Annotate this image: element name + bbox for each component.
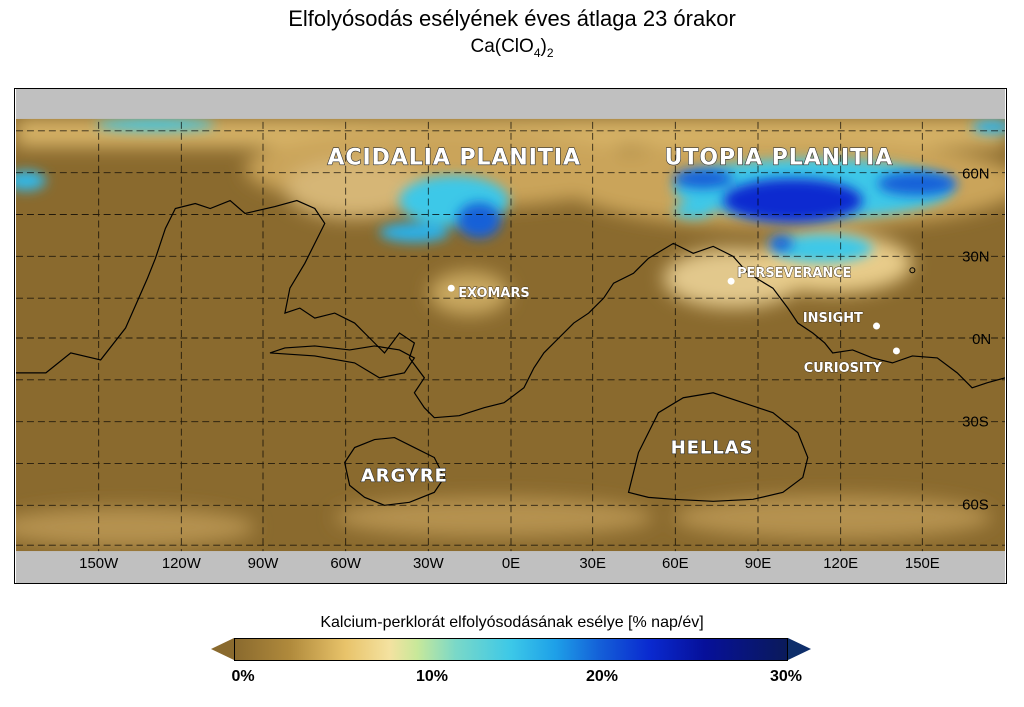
lon-label-30w: 30W	[413, 555, 445, 572]
colorbar-tick-30: 30%	[769, 668, 803, 685]
colorbar-tick-20: 20%	[585, 668, 619, 685]
argyre-outline	[344, 436, 445, 506]
lat-label-0n: 0N	[972, 331, 991, 348]
colorbar-tick-0: 0%	[231, 668, 255, 685]
lon-label-60w: 60W	[330, 555, 362, 572]
hellas-outline	[627, 392, 809, 502]
lon-label-120w: 120W	[162, 555, 202, 572]
site-label-exomars: EXOMARS	[458, 286, 530, 301]
lon-label-150w: 150W	[79, 555, 119, 572]
site-label-curiosity: CURIOSITY	[804, 361, 883, 376]
site-marker-curiosity	[892, 347, 900, 355]
lon-label-90e: 90E	[745, 555, 772, 572]
colorbar	[234, 638, 788, 661]
mars-map: ACIDALIA PLANITIA UTOPIA PLANITIA ARGYRE…	[14, 88, 1007, 584]
lon-label-30e: 30E	[579, 555, 606, 572]
subtitle-base: Ca(ClO	[470, 36, 534, 57]
lat-label-60n: 60N	[962, 166, 989, 183]
liquefaction-field	[16, 118, 1005, 552]
grid-lines	[16, 118, 1005, 552]
lon-label-150e: 150E	[905, 555, 940, 572]
colorbar-extend-high	[788, 638, 811, 660]
subtitle-sub-1: 4	[533, 45, 541, 60]
subtitle-close: )	[540, 36, 547, 57]
colorbar-extend-low	[211, 638, 234, 660]
lon-label-120e: 120E	[823, 555, 858, 572]
lat-label-30s: 30S	[962, 414, 989, 431]
lat-label-60s: 60S	[962, 496, 989, 513]
lon-label-60e: 60E	[662, 555, 689, 572]
region-label-argyre: ARGYRE	[361, 465, 448, 486]
mars-map-svg: ACIDALIA PLANITIA UTOPIA PLANITIA ARGYRE…	[16, 89, 1005, 583]
site-marker-exomars	[447, 284, 455, 292]
peninsula-outline	[269, 345, 416, 379]
region-label-acidalia: ACIDALIA PLANITIA	[328, 146, 581, 171]
map-title: Elfolyósodás esélyének éves átlaga 23 ór…	[288, 6, 736, 31]
dichotomy-outline	[16, 199, 1005, 419]
subtitle-sub-2: 2	[546, 45, 554, 60]
site-label-perseverance: PERSEVERANCE	[737, 266, 851, 281]
lon-label-0e: 0E	[502, 555, 520, 572]
small-crater-outline	[909, 267, 916, 274]
region-label-utopia: UTOPIA PLANITIA	[665, 146, 894, 171]
region-label-hellas: HELLAS	[671, 438, 754, 459]
lat-label-30n: 30N	[962, 248, 989, 265]
site-label-insight: INSIGHT	[803, 311, 863, 326]
lon-labels: 150W 120W 90W 60W 30W 0E 30E 60E 90E 120…	[79, 555, 940, 572]
site-marker-perseverance	[727, 277, 735, 285]
site-marker-insight	[873, 322, 881, 330]
colorbar-tick-10: 10%	[415, 668, 449, 685]
map-subtitle: Ca(ClO4)2	[0, 36, 1024, 60]
lon-label-90w: 90W	[248, 555, 280, 572]
colorbar-title: Kalcium-perklorát elfolyósodásának esély…	[320, 614, 704, 631]
